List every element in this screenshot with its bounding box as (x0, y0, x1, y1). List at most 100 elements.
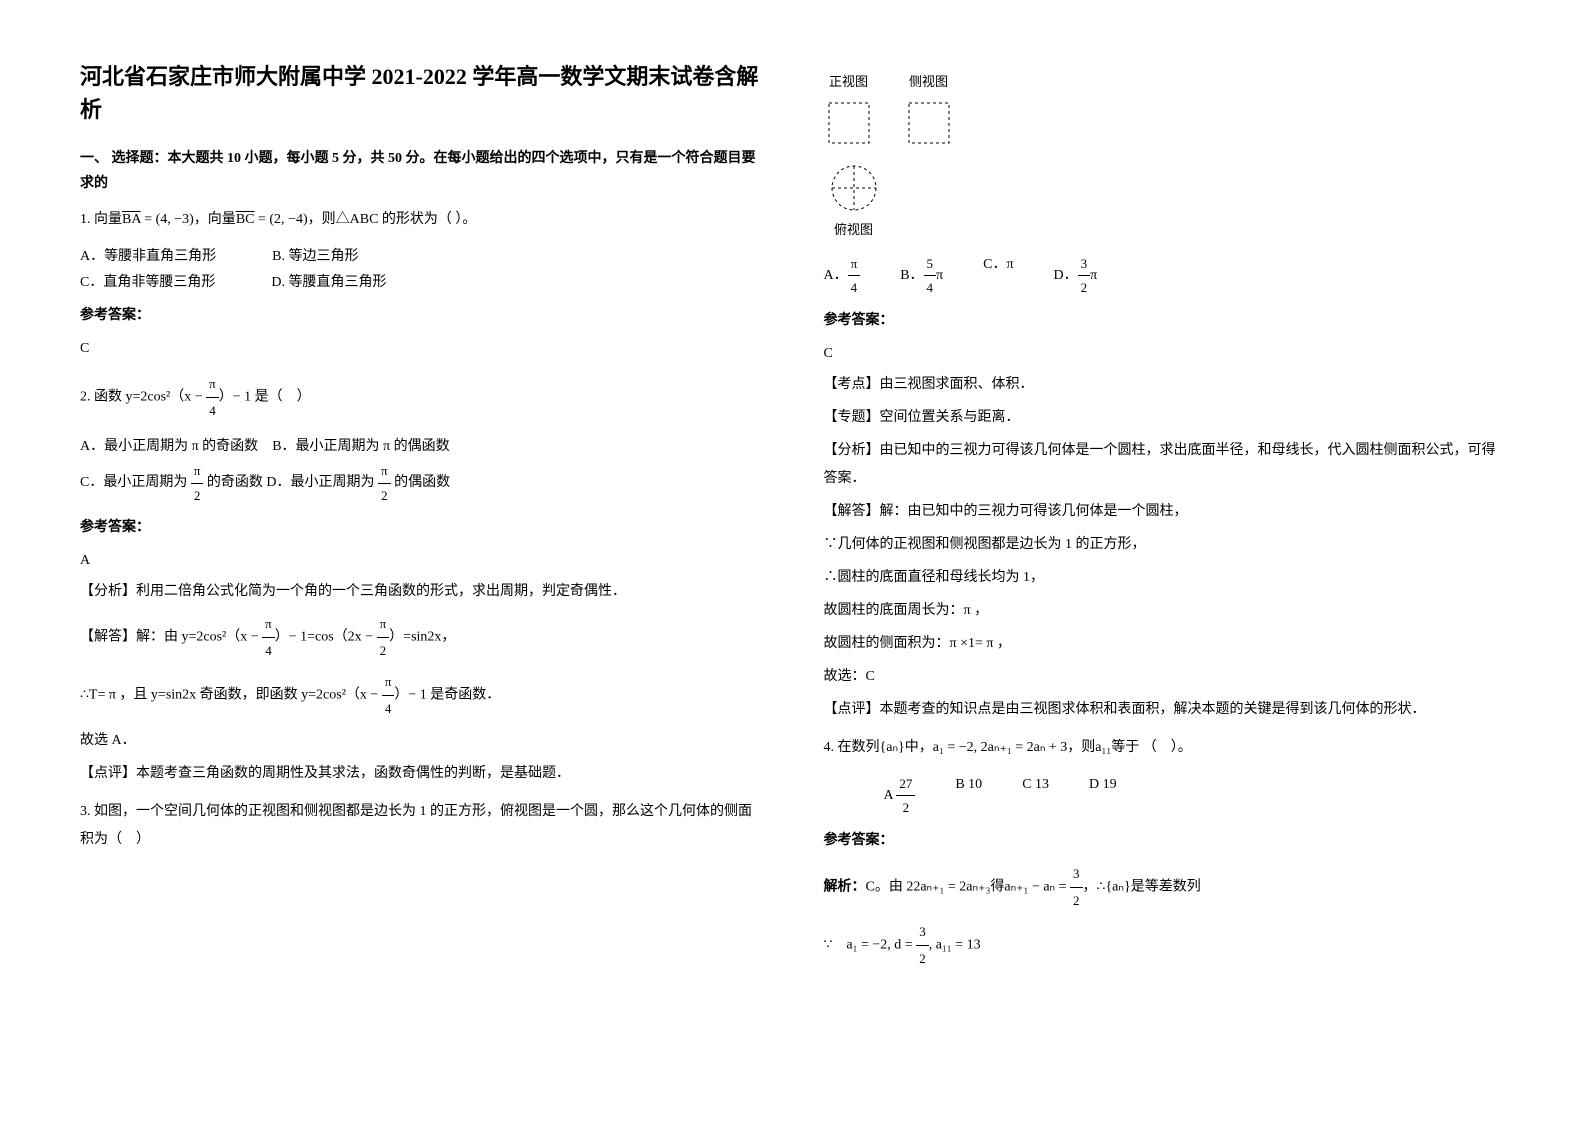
q4-an-2: aₙ (1112, 880, 1124, 895)
q2-two-1: 2 (191, 484, 204, 507)
top-view-icon (824, 158, 884, 218)
q3-answer: C (824, 341, 1508, 366)
q2-solve-label: 【解答】 (80, 630, 136, 645)
q4-stem-end: 等于 （ ）。 (1111, 740, 1192, 755)
section-1-header: 一、 选择题：本大题共 10 小题，每小题 5 分，共 50 分。在每小题给出的… (80, 146, 764, 196)
q4-final: ∵ a₁ = −2, d = 32, a₁₁ = 13 (824, 919, 1508, 972)
q4-stem-pre: 4. 在数列{ (824, 740, 887, 755)
q4-final-text: a₁ = −2, d = (846, 938, 916, 953)
q3-options: A．π4 B．54π C．π D．32π (824, 252, 1508, 300)
q1-ba-val: = (4, −3)，向量 (141, 212, 236, 227)
q3-five: 5 (924, 252, 937, 276)
q2-options: A．最小正周期为 π 的奇函数 B．最小正周期为 π 的偶函数 C．最小正周期为… (80, 434, 764, 507)
q2-opt-c-pre: C．最小正周期为 (80, 475, 191, 490)
q4-two-1: 2 (1070, 888, 1083, 914)
q2-four-3: 4 (382, 696, 395, 722)
q4-three-2: 3 (916, 919, 929, 946)
q1-vector-bc: BC (236, 212, 255, 227)
q2-analysis: 【分析】利用二倍角公式化简为一个角的一个三角函数的形式，求出周期，判定奇偶性． (80, 578, 764, 606)
q4-solve-mid: 得 (990, 880, 1004, 895)
q4-stem-post: ，则 (1067, 740, 1095, 755)
q3-topic-label: 【专题】 (824, 410, 880, 425)
q2-solve1b: ）− 1=cos（2x − (275, 630, 377, 645)
q2-opt-d-post: 的偶函数 (391, 475, 451, 490)
left-column: 河北省石家庄市师大附属中学 2021-2022 学年高一数学文期末试卷含解析 一… (80, 60, 764, 977)
q4-an: aₙ (886, 740, 898, 755)
q3-solve6: 故选：C (824, 663, 1508, 691)
q2-solve2-line: ∴T= π ，且 y=sin2x 奇函数，即函数 y=2cos²（x − π4）… (80, 669, 764, 722)
q3-topic-text: 空间位置关系与距离． (880, 410, 1020, 425)
q2-answer: A (80, 548, 764, 573)
q4-eq1: 2aₙ₊₁ = 2aₙ₊₃ (913, 880, 990, 895)
q4-final-pre: ∵ (824, 938, 833, 953)
q1-vector-ba: BA (122, 212, 141, 227)
q3-solve5: 故圆柱的侧面积为：π ×1= π ， (824, 630, 1508, 658)
q3-two: 2 (1078, 276, 1091, 299)
q3-comment: 【点评】本题考查的知识点是由三视图求体积和表面积，解决本题的关键是得到该几何体的… (824, 696, 1508, 724)
q4-three: 3 (1070, 861, 1083, 888)
q3-point-text: 由三视图求面积、体积． (880, 377, 1034, 392)
q2-pi-3: π (378, 459, 391, 483)
q4-final2: , a₁₁ = 13 (929, 938, 981, 953)
q3-point: 【考点】由三视图求面积、体积． (824, 371, 1508, 399)
q3-opt-c: C．π (983, 252, 1013, 300)
q2-comment-text: 本题考查三角函数的周期性及其求法，函数奇偶性的判断，是基础题． (136, 766, 570, 781)
q1-opt-b: B. 等边三角形 (272, 249, 358, 264)
q3-four-2: 4 (924, 276, 937, 299)
q1-opt-a: A．等腰非直角三角形 (80, 249, 216, 264)
q3-solve1: 解：由已知中的三视力可得该几何体是一个圆柱， (880, 504, 1188, 519)
q3-pi-1: π (848, 252, 861, 276)
q4-solve-label: 解析： (824, 880, 866, 895)
q4-a11: a₁₁ (1095, 740, 1111, 755)
q2-four-2: 4 (262, 638, 275, 664)
q3-analysis-label: 【分析】 (824, 443, 880, 458)
q2-opt-a: A．最小正周期为 π 的奇函数 (80, 439, 258, 454)
q2-pi-6: π (382, 669, 395, 696)
q4-opt-d: D 19 (1089, 772, 1117, 820)
right-column: 正视图 侧视图 俯视图 (824, 60, 1508, 977)
front-view-icon (824, 98, 874, 148)
q3-opt-b-pre: B． (900, 268, 923, 283)
q3-three: 3 (1078, 252, 1091, 276)
q2-pi-1: π (206, 371, 219, 398)
q3-opt-a-pre: A． (824, 268, 848, 283)
q1-bc-val: = (2, −4)，则△ABC 的形状为（ ）。 (255, 212, 477, 227)
q2-solve3: 故选 A． (80, 727, 764, 755)
q3-solve-label: 【解答】 (824, 504, 880, 519)
q3-pi-3: π (1090, 268, 1097, 283)
q2-pi-5: π (377, 611, 390, 638)
q4-solve-pre: C。由 2 (866, 880, 914, 895)
q2-pi-2: π (191, 459, 204, 483)
q4-solve-post: ，∴{ (1083, 880, 1113, 895)
q4-answer-label: 参考答案： (824, 828, 1508, 853)
q3-comment-text: 本题考查的知识点是由三视图求体积和表面积，解决本题的关键是得到该几何体的形状． (880, 702, 1426, 717)
q4-stem-mid: }中， (898, 740, 933, 755)
q2-stem2: ）− 1 是（ ） (219, 390, 311, 405)
front-view-label: 正视图 (824, 70, 874, 93)
q2-comment: 【点评】本题考查三角函数的周期性及其求法，函数奇偶性的判断，是基础题． (80, 760, 764, 788)
q3-solve2: ∵几何体的正视图和侧视图都是边长为 1 的正方形， (824, 531, 1508, 559)
q1-opt-d: D. 等腰直角三角形 (271, 275, 386, 290)
q2-opt-b: B．最小正周期为 π 的偶函数 (272, 439, 449, 454)
q2-answer-label: 参考答案： (80, 515, 764, 540)
q4-a1eq: a₁ = −2, 2aₙ₊₁ = 2aₙ + 3 (933, 740, 1068, 755)
q4-opt-a-pre: A (884, 788, 897, 803)
q2-analysis-label: 【分析】 (80, 584, 136, 599)
question-4: 4. 在数列{aₙ}中，a₁ = −2, 2aₙ₊₁ = 2aₙ + 3，则a₁… (824, 734, 1508, 762)
q3-solve4: 故圆柱的底面周长为：π ， (824, 597, 1508, 625)
q4-opt-c: C 13 (1022, 772, 1049, 820)
q3-answer-label: 参考答案： (824, 308, 1508, 333)
q2-pi-4: π (262, 611, 275, 638)
q3-pi-2: π (936, 268, 943, 283)
q4-two-2: 2 (916, 946, 929, 972)
q2-two-2: 2 (378, 484, 391, 507)
q2-opt-d-pre: D．最小正周期为 (266, 475, 378, 490)
side-view-label: 侧视图 (904, 70, 954, 93)
q2-four-1: 4 (206, 398, 219, 424)
q4-solve-end: }是等差数列 (1124, 880, 1201, 895)
q2-opt-c-post: 的奇函数 (203, 475, 263, 490)
q2-two-3: 2 (377, 638, 390, 664)
q1-opt-c: C．直角非等腰三角形 (80, 275, 215, 290)
question-3-stem: 3. 如图，一个空间几何体的正视图和侧视图都是边长为 1 的正方形，俯视图是一个… (80, 798, 764, 854)
question-1: 1. 向量BA = (4, −3)，向量BC = (2, −4)，则△ABC 的… (80, 206, 764, 234)
